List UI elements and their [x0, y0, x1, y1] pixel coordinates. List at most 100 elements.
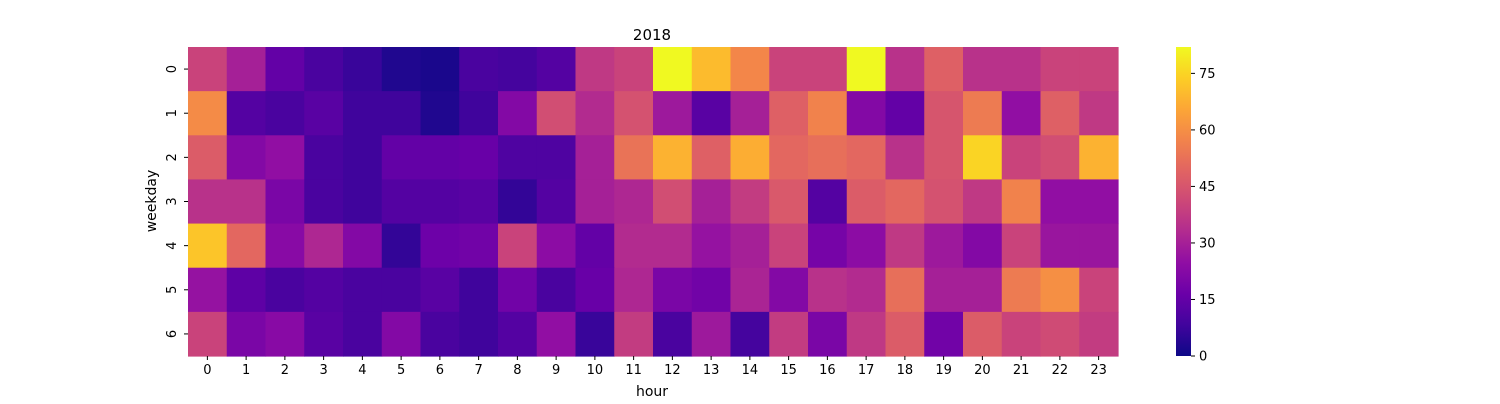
heatmap-cell [808, 47, 848, 92]
heatmap-cell [381, 267, 422, 313]
heatmap-cell [226, 179, 267, 225]
heatmap-cell [924, 91, 964, 136]
heatmap-cell [769, 135, 809, 181]
heatmap-cell [459, 223, 499, 269]
heatmap-cell [691, 311, 732, 357]
heatmap-cell [226, 47, 267, 92]
x-tick-label: 8 [513, 363, 521, 378]
heatmap-cell [653, 91, 693, 136]
heatmap-cell [343, 223, 383, 269]
heatmap-cell [691, 47, 732, 92]
heatmap-cell [963, 179, 1003, 225]
x-tick-label: 10 [587, 363, 604, 378]
heatmap-cell [498, 179, 538, 225]
heatmap-cell [226, 267, 267, 313]
heatmap-cell [459, 91, 499, 136]
heatmap-cell [188, 267, 228, 313]
heatmap-cell [575, 179, 615, 225]
x-tick-label: 14 [742, 363, 759, 378]
heatmap-cell [769, 311, 809, 357]
heatmap-cell [691, 267, 732, 313]
heatmap-cell [1001, 135, 1042, 181]
heatmap-cell [420, 135, 460, 181]
heatmap-cell [575, 267, 615, 313]
heatmap-cell [846, 47, 887, 92]
heatmap-cell [614, 311, 654, 357]
x-tick-label: 7 [474, 363, 482, 378]
heatmap-cell [730, 311, 770, 357]
colorbar-tick-label: 30 [1199, 236, 1216, 251]
heatmap-cell [963, 311, 1003, 357]
heatmap-cell [304, 91, 344, 136]
heatmap-cell [1079, 179, 1119, 225]
heatmap-cell [343, 135, 383, 181]
x-tick-label: 16 [819, 363, 836, 378]
x-tick-label: 17 [858, 363, 875, 378]
heatmap-cell [1040, 267, 1080, 313]
heatmap-cell [653, 223, 693, 269]
heatmap-cell [1001, 223, 1042, 269]
x-tick-label: 13 [703, 363, 720, 378]
heatmap-cell [769, 91, 809, 136]
heatmap-cell [885, 47, 925, 92]
x-axis-ticks: 0 1 2 3 4 5 6 7 8 9 10 11 12 13 14 15 16 17 18 19 20 21 22 23 [203, 356, 1107, 378]
colorbar-ticks: 0 15 30 45 60 75 [1191, 67, 1216, 365]
heatmap-cell [343, 311, 383, 357]
heatmap-cell [265, 47, 305, 92]
heatmap-cell [265, 311, 305, 357]
y-tick-label: 1 [165, 109, 180, 117]
heatmap-cell [575, 91, 615, 136]
heatmap-cell [963, 47, 1003, 92]
heatmap-cell [265, 91, 305, 136]
heatmap-cell [653, 47, 693, 92]
x-tick-label: 23 [1090, 363, 1107, 378]
x-tick-label: 11 [625, 363, 642, 378]
x-tick-label: 0 [203, 363, 211, 378]
x-tick-label: 21 [1013, 363, 1030, 378]
heatmap-cell [381, 223, 422, 269]
heatmap-cell [498, 311, 538, 357]
heatmap-cell [924, 223, 964, 269]
heatmap-cell [730, 47, 770, 92]
heatmap-cell [420, 267, 460, 313]
heatmap-cell [420, 47, 460, 92]
heatmap-cell [614, 223, 654, 269]
heatmap-cell [459, 47, 499, 92]
heatmap-cell [498, 47, 538, 92]
heatmap-cell [808, 223, 848, 269]
heatmap-cell [575, 311, 615, 357]
heatmap-cell [381, 135, 422, 181]
heatmap-cell [653, 267, 693, 313]
heatmap-cell [188, 47, 228, 92]
x-axis-label: hour [636, 384, 668, 400]
heatmap-cell [536, 223, 577, 269]
heatmap-cell [381, 91, 422, 136]
heatmap-cell [1001, 179, 1042, 225]
heatmap-cell [963, 267, 1003, 313]
heatmap-cell [730, 267, 770, 313]
heatmap-cell [381, 311, 422, 357]
x-tick-label: 1 [242, 363, 250, 378]
heatmap-cell [691, 179, 732, 225]
heatmap-cell [575, 47, 615, 92]
heatmap-cell [730, 179, 770, 225]
heatmap-cell [498, 135, 538, 181]
heatmap-cell [226, 311, 267, 357]
heatmap-cell [1040, 47, 1080, 92]
heatmap-cell [1040, 311, 1080, 357]
heatmap-cell [420, 91, 460, 136]
heatmap-cell [885, 223, 925, 269]
heatmap-cell [769, 47, 809, 92]
heatmap-cell [885, 311, 925, 357]
heatmap-cell [1001, 267, 1042, 313]
colorbar-tick-label: 15 [1199, 293, 1216, 308]
heatmap-cell [575, 223, 615, 269]
heatmap-cell [808, 267, 848, 313]
y-tick-label: 4 [165, 242, 180, 250]
heatmap-cell [420, 311, 460, 357]
heatmap-cell [614, 47, 654, 92]
heatmap-cell [420, 179, 460, 225]
heatmap-cell [924, 135, 964, 181]
heatmap-cell [1040, 91, 1080, 136]
